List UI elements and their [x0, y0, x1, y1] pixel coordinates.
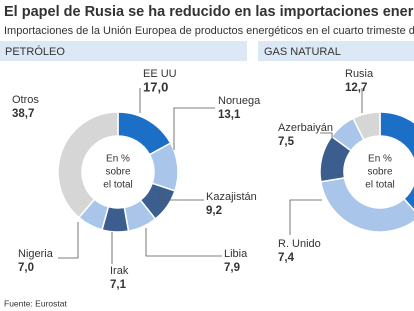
center-text: sobre: [105, 167, 130, 178]
leader-line: [145, 228, 222, 257]
category-label: Irak: [110, 265, 129, 277]
leader-line: [289, 199, 322, 235]
donut-segment: [57, 111, 119, 219]
category-label: R. Unido: [278, 238, 321, 250]
value-label: 7,9: [224, 262, 240, 274]
category-label: EE UU: [143, 68, 177, 80]
category-label: Kazajistán: [206, 191, 257, 203]
category-label: Noruega: [218, 95, 261, 107]
section-title: GAS NATURAL: [264, 46, 341, 58]
leader-line: [173, 107, 215, 150]
value-label: 7,4: [278, 252, 295, 264]
value-label: 7,5: [278, 136, 295, 148]
category-label: Libia: [224, 248, 248, 260]
center-text: el total: [103, 180, 132, 191]
section-band: [258, 41, 414, 61]
donut-segment: [379, 111, 414, 212]
value-label: 7,1: [110, 279, 127, 291]
value-label: 9,2: [206, 205, 222, 217]
value-label: 17,0: [143, 79, 168, 94]
center-text: En %: [368, 154, 392, 165]
category-label: Rusia: [345, 68, 374, 80]
category-label: Azerbaiyán: [278, 122, 333, 134]
category-label: Nigeria: [18, 248, 54, 260]
category-label: Otros: [12, 94, 39, 106]
value-label: 13,1: [218, 109, 241, 121]
value-label: 38,7: [12, 108, 34, 120]
section-band: [0, 41, 247, 61]
section-title: PETRÓLEO: [5, 45, 65, 58]
donut-segment: [352, 111, 381, 141]
center-text: sobre: [367, 167, 392, 178]
value-label: 7,0: [18, 262, 34, 274]
center-text: En %: [106, 154, 130, 165]
source: Fuente: Eurostat: [4, 298, 67, 308]
leader-line: [320, 132, 333, 140]
value-label: 12,7: [345, 82, 367, 94]
leader-line: [58, 222, 79, 259]
subtitle: Importaciones de la Unión Europea de pro…: [4, 25, 414, 37]
center-text: el total: [365, 180, 394, 191]
title: El papel de Rusia se ha reducido en las …: [4, 4, 414, 20]
leader-line: [159, 190, 204, 201]
